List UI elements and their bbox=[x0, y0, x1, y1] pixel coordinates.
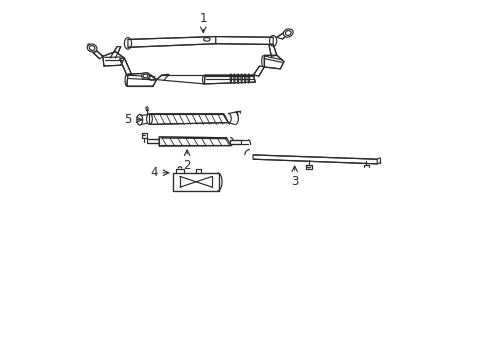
Polygon shape bbox=[276, 33, 287, 39]
Polygon shape bbox=[126, 73, 156, 86]
Polygon shape bbox=[156, 74, 169, 80]
Polygon shape bbox=[172, 173, 219, 191]
Polygon shape bbox=[204, 75, 255, 84]
Polygon shape bbox=[159, 137, 230, 146]
Polygon shape bbox=[102, 51, 124, 66]
Polygon shape bbox=[147, 75, 156, 80]
Polygon shape bbox=[146, 139, 159, 143]
Polygon shape bbox=[93, 51, 102, 59]
Text: 1: 1 bbox=[199, 12, 206, 25]
Text: 5: 5 bbox=[124, 113, 131, 126]
Text: 3: 3 bbox=[290, 175, 298, 188]
Polygon shape bbox=[215, 37, 273, 44]
Polygon shape bbox=[128, 37, 215, 47]
Ellipse shape bbox=[142, 73, 149, 79]
Text: 2: 2 bbox=[183, 159, 190, 172]
Text: 4: 4 bbox=[150, 166, 158, 179]
Polygon shape bbox=[230, 140, 241, 144]
Polygon shape bbox=[110, 46, 121, 58]
Polygon shape bbox=[264, 55, 284, 69]
Polygon shape bbox=[253, 155, 376, 164]
Polygon shape bbox=[253, 66, 264, 76]
Polygon shape bbox=[120, 58, 131, 75]
Ellipse shape bbox=[283, 29, 293, 37]
Polygon shape bbox=[268, 44, 276, 56]
Polygon shape bbox=[149, 114, 228, 125]
Ellipse shape bbox=[87, 44, 97, 52]
